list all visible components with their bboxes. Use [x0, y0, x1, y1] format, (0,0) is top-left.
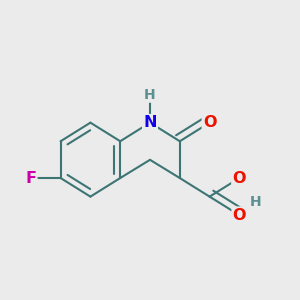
- Text: H: H: [144, 88, 156, 102]
- Text: H: H: [249, 195, 261, 209]
- Text: O: O: [203, 115, 216, 130]
- Text: O: O: [232, 170, 246, 185]
- Text: F: F: [25, 170, 36, 185]
- Text: O: O: [232, 170, 246, 185]
- Text: N: N: [143, 115, 157, 130]
- Text: O: O: [232, 208, 246, 223]
